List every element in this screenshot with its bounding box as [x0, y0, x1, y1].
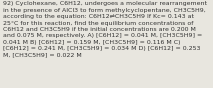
Text: 92) Cyclohexane, C6H12, undergoes a molecular rearrangement
in the presence of A: 92) Cyclohexane, C6H12, undergoes a mole… [3, 1, 207, 58]
